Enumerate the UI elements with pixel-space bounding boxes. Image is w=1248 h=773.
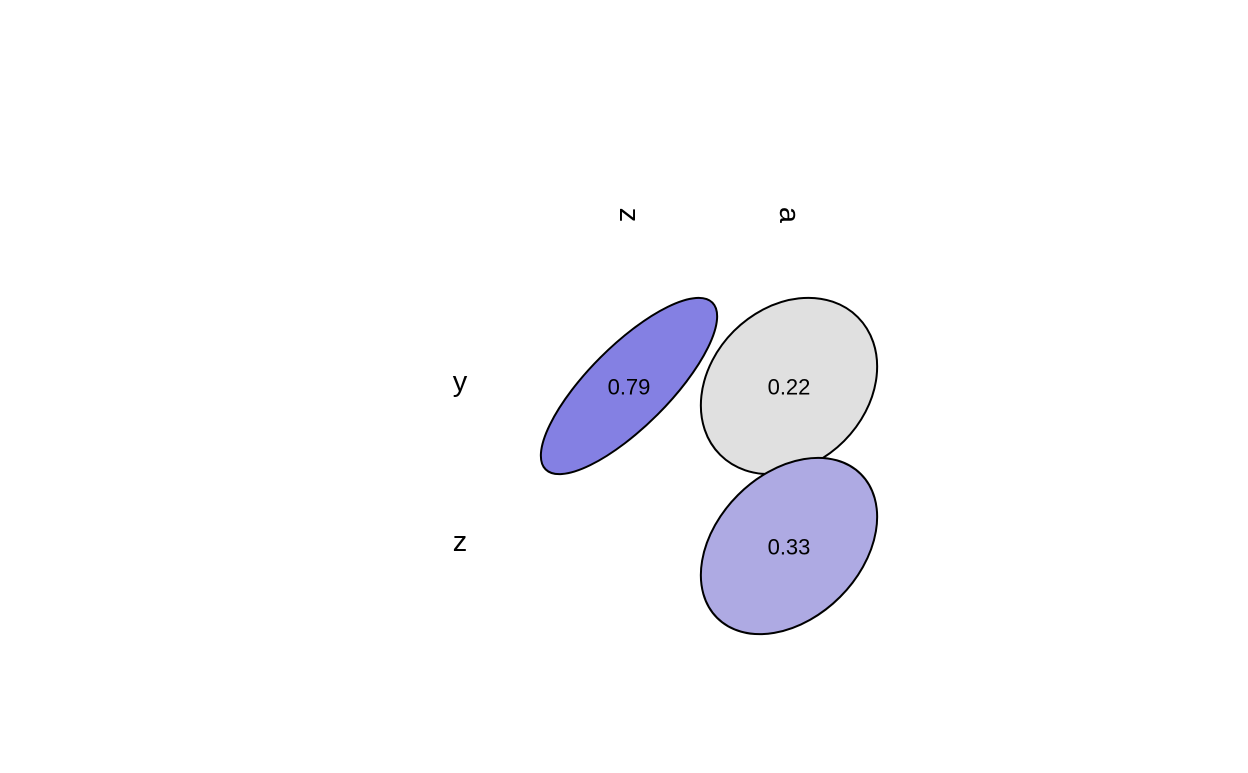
cell-y-z: 0.79 [539,296,719,476]
row-label-z: z [453,526,468,558]
value-label-y-a: 0.22 [768,375,811,400]
row-label-y: y [453,366,468,398]
column-label-z: z [613,208,645,223]
cell-y-a: 0.22 [699,296,879,476]
ellipse-mark-z-a [699,456,879,636]
row-labels: yz [453,366,468,558]
value-label-z-a: 0.33 [768,535,811,560]
cells: 0.79 0.22 0.33 [539,296,879,636]
cell-z-a: 0.33 [699,456,879,636]
ellipse-mark-y-z [539,296,719,476]
value-label-y-z: 0.79 [608,375,651,400]
ellipse-mark-y-a [699,296,879,476]
column-label-a: a [773,207,805,224]
